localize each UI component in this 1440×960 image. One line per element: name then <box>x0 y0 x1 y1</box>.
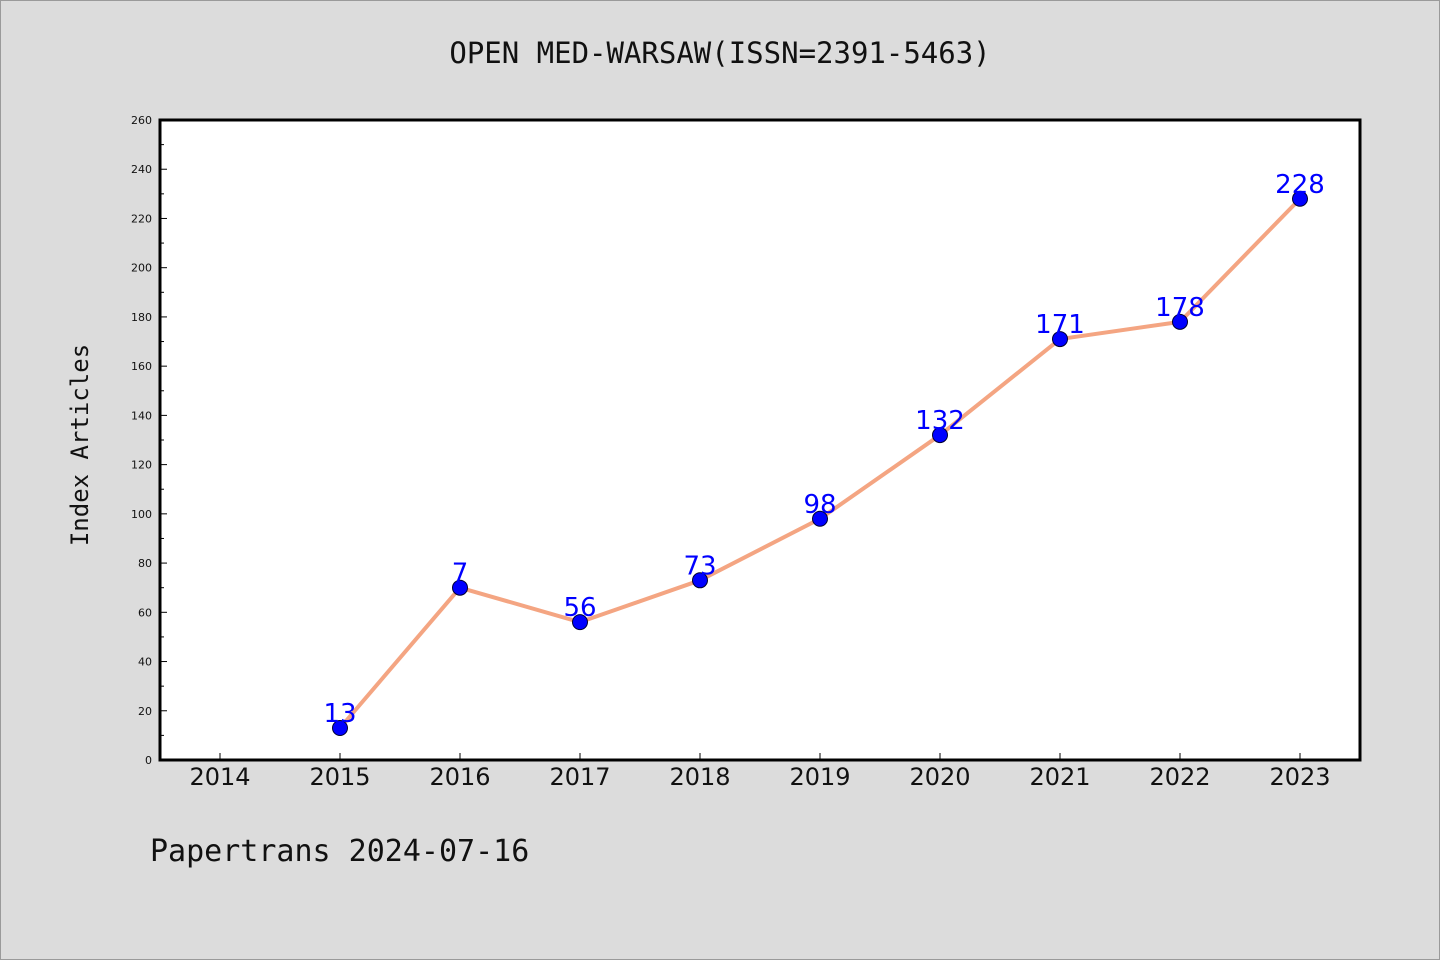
x-tick-label: 2023 <box>1269 763 1330 791</box>
data-point <box>1052 331 1068 348</box>
x-tick-label: 2018 <box>669 763 730 791</box>
y-tick-label: 60 <box>138 606 152 619</box>
data-label: 98 <box>803 490 836 520</box>
y-tick-label: 40 <box>138 656 152 669</box>
y-tick-label: 120 <box>131 459 152 472</box>
x-tick-label: 2022 <box>1149 763 1210 791</box>
data-label: 132 <box>915 406 965 436</box>
data-label: 7 <box>452 559 469 589</box>
x-tick-label: 2017 <box>549 763 610 791</box>
chart-title: OPEN MED-WARSAW(ISSN=2391-5463) <box>449 36 991 70</box>
data-point <box>572 614 588 631</box>
y-tick-label: 160 <box>131 360 152 373</box>
x-tick-label: 2020 <box>909 763 970 791</box>
x-tick-label: 2021 <box>1029 763 1090 791</box>
y-tick-label: 0 <box>145 754 152 767</box>
y-tick-label: 180 <box>131 311 152 324</box>
data-label: 171 <box>1035 310 1085 340</box>
data-point <box>812 510 828 527</box>
y-tick-label: 200 <box>131 262 152 275</box>
data-label: 56 <box>563 593 596 623</box>
data-point <box>1292 190 1308 207</box>
x-tick-label: 2016 <box>429 763 490 791</box>
y-tick-label: 100 <box>131 508 152 521</box>
footer-text: Papertrans 2024-07-16 <box>150 834 530 869</box>
data-point <box>452 579 468 596</box>
y-tick-label: 260 <box>131 114 152 127</box>
x-tick-label: 2015 <box>309 763 370 791</box>
y-tick-label: 20 <box>138 705 152 718</box>
x-tick-label: 2014 <box>189 763 250 791</box>
data-label: 73 <box>683 551 716 581</box>
data-label: 228 <box>1275 170 1325 200</box>
plot-border <box>158 118 1362 762</box>
data-label: 178 <box>1155 293 1205 323</box>
plot-area <box>160 120 1360 760</box>
y-tick-label: 240 <box>131 163 152 176</box>
x-tick-label: 2019 <box>789 763 850 791</box>
data-point <box>932 427 948 444</box>
data-label: 13 <box>323 699 356 729</box>
y-tick-label: 80 <box>138 557 152 570</box>
data-point <box>332 720 348 736</box>
data-point <box>692 572 708 589</box>
data-point <box>1172 313 1188 330</box>
y-tick-label: 140 <box>131 409 152 422</box>
y-tick-label: 220 <box>131 212 152 225</box>
